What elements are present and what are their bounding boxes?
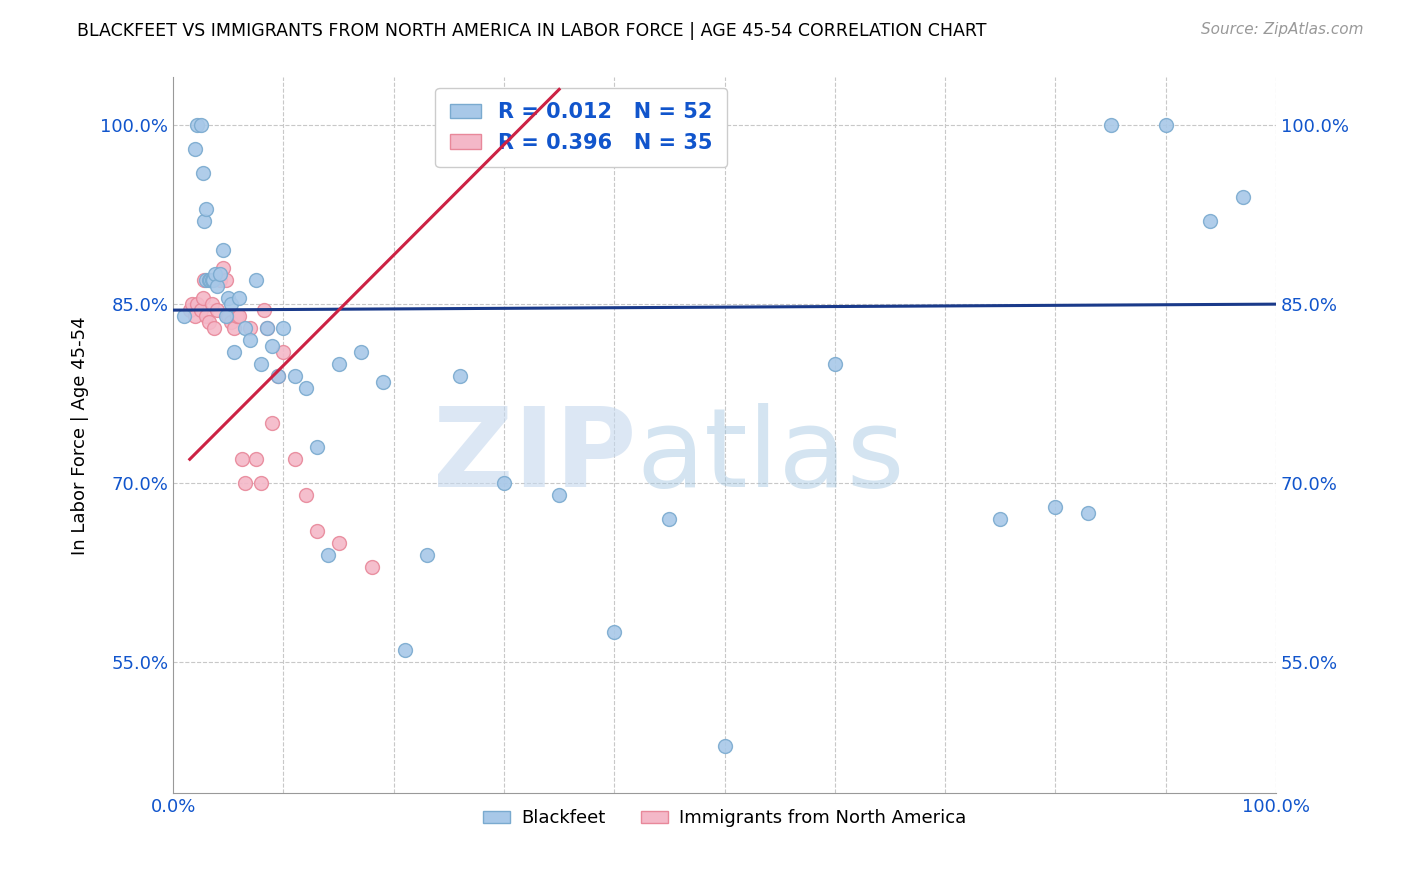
Point [190, 303, 212, 318]
Point [219, 315, 242, 329]
Point [239, 321, 262, 335]
Text: ZIP: ZIP [433, 403, 637, 510]
Point [198, 273, 221, 287]
Point [184, 309, 207, 323]
Legend: Blackfeet, Immigrants from North America: Blackfeet, Immigrants from North America [475, 802, 973, 834]
Point [283, 368, 305, 383]
Point [416, 548, 439, 562]
Point [231, 452, 253, 467]
Point [294, 488, 316, 502]
Point [328, 357, 350, 371]
Point [305, 524, 328, 538]
Point [186, 118, 208, 132]
Point [233, 476, 256, 491]
Point [233, 321, 256, 335]
Point [1045, 500, 1067, 514]
Point [208, 273, 231, 287]
Point [253, 303, 276, 318]
Point [222, 344, 245, 359]
Text: BLACKFEET VS IMMIGRANTS FROM NORTH AMERICA IN LABOR FORCE | AGE 45-54 CORRELATIO: BLACKFEET VS IMMIGRANTS FROM NORTH AMERI… [77, 22, 987, 40]
Point [267, 368, 290, 383]
Point [245, 273, 267, 287]
Point [1232, 190, 1254, 204]
Point [256, 321, 278, 335]
Point [197, 273, 219, 287]
Point [328, 535, 350, 549]
Point [195, 202, 218, 216]
Point [283, 452, 305, 467]
Point [215, 309, 238, 323]
Point [262, 339, 284, 353]
Point [371, 375, 394, 389]
Point [449, 368, 471, 383]
Point [208, 268, 231, 282]
Point [191, 291, 214, 305]
Point [211, 261, 233, 276]
Point [262, 417, 284, 431]
Point [211, 244, 233, 258]
Point [316, 548, 339, 562]
Point [1154, 118, 1177, 132]
Point [207, 303, 229, 318]
Point [603, 625, 626, 640]
Point [360, 559, 382, 574]
Point [201, 273, 224, 287]
Point [217, 291, 239, 305]
Point [181, 297, 204, 311]
Text: Source: ZipAtlas.com: Source: ZipAtlas.com [1201, 22, 1364, 37]
Point [713, 739, 735, 753]
Point [222, 321, 245, 335]
Point [190, 118, 212, 132]
Point [492, 476, 515, 491]
Point [173, 309, 195, 323]
Point [193, 213, 215, 227]
Point [215, 273, 238, 287]
Point [273, 321, 295, 335]
Point [1198, 213, 1220, 227]
Point [658, 512, 681, 526]
Point [267, 368, 290, 383]
Point [245, 452, 267, 467]
Point [250, 476, 273, 491]
Point [197, 315, 219, 329]
Point [1077, 506, 1099, 520]
Point [294, 381, 316, 395]
Point [184, 142, 207, 156]
Point [548, 488, 571, 502]
Text: atlas: atlas [637, 403, 905, 510]
Point [195, 309, 218, 323]
Point [988, 512, 1011, 526]
Point [217, 309, 239, 323]
Point [273, 344, 295, 359]
Point [191, 166, 214, 180]
Point [204, 268, 226, 282]
Point [219, 297, 242, 311]
Point [226, 309, 249, 323]
Point [824, 357, 846, 371]
Point [228, 291, 250, 305]
Point [256, 321, 278, 335]
Point [239, 333, 262, 347]
Point [305, 440, 328, 454]
Point [201, 297, 224, 311]
Point [207, 279, 229, 293]
Point [1099, 118, 1122, 132]
Point [179, 303, 201, 318]
Point [250, 357, 273, 371]
Point [193, 273, 215, 287]
Point [186, 297, 208, 311]
Y-axis label: In Labor Force | Age 45-54: In Labor Force | Age 45-54 [72, 316, 89, 555]
Point [195, 273, 218, 287]
Point [350, 344, 373, 359]
Point [228, 309, 250, 323]
Point [202, 321, 225, 335]
Point [201, 273, 224, 287]
Point [394, 643, 416, 657]
